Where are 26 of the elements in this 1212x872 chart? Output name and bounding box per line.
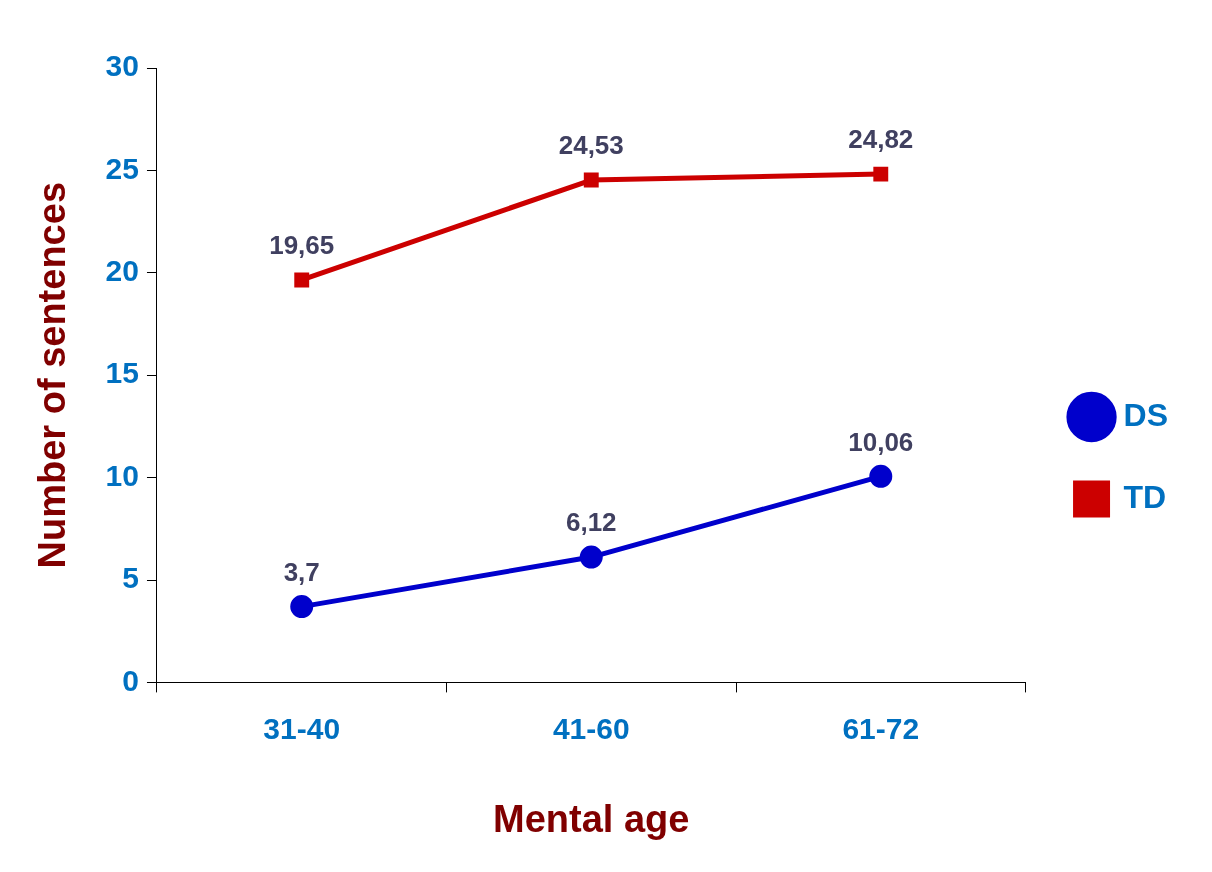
y-tick-label: 15 [105,356,139,390]
y-tick-label: 20 [105,254,139,288]
y-tick-label: 25 [105,151,139,185]
y-axis-title: Number of sentences [31,181,74,569]
x-axis-title: Mental age [493,797,690,840]
point [579,545,603,569]
y-tick-label: 5 [122,561,139,595]
data-label: 24,82 [848,124,914,155]
point [294,272,310,288]
x-tick-label: 61-72 [842,711,920,745]
point [869,464,893,488]
y-tick-label: 30 [105,49,139,83]
point [290,595,314,619]
y-tick-label: 10 [105,458,139,492]
legend-label: TD [1123,478,1167,515]
x-tick-label: 41-60 [552,711,630,745]
x-tick-label: 31-40 [263,711,341,745]
y-tick-label: 0 [122,663,139,697]
point [873,166,889,182]
data-label: 6,12 [565,507,617,538]
data-label: 19,65 [269,230,335,261]
data-label: 3,7 [283,556,320,587]
legend-label: DS [1123,396,1168,433]
data-label: 10,06 [848,426,914,457]
point [583,172,599,188]
data-label: 24,53 [558,130,624,161]
